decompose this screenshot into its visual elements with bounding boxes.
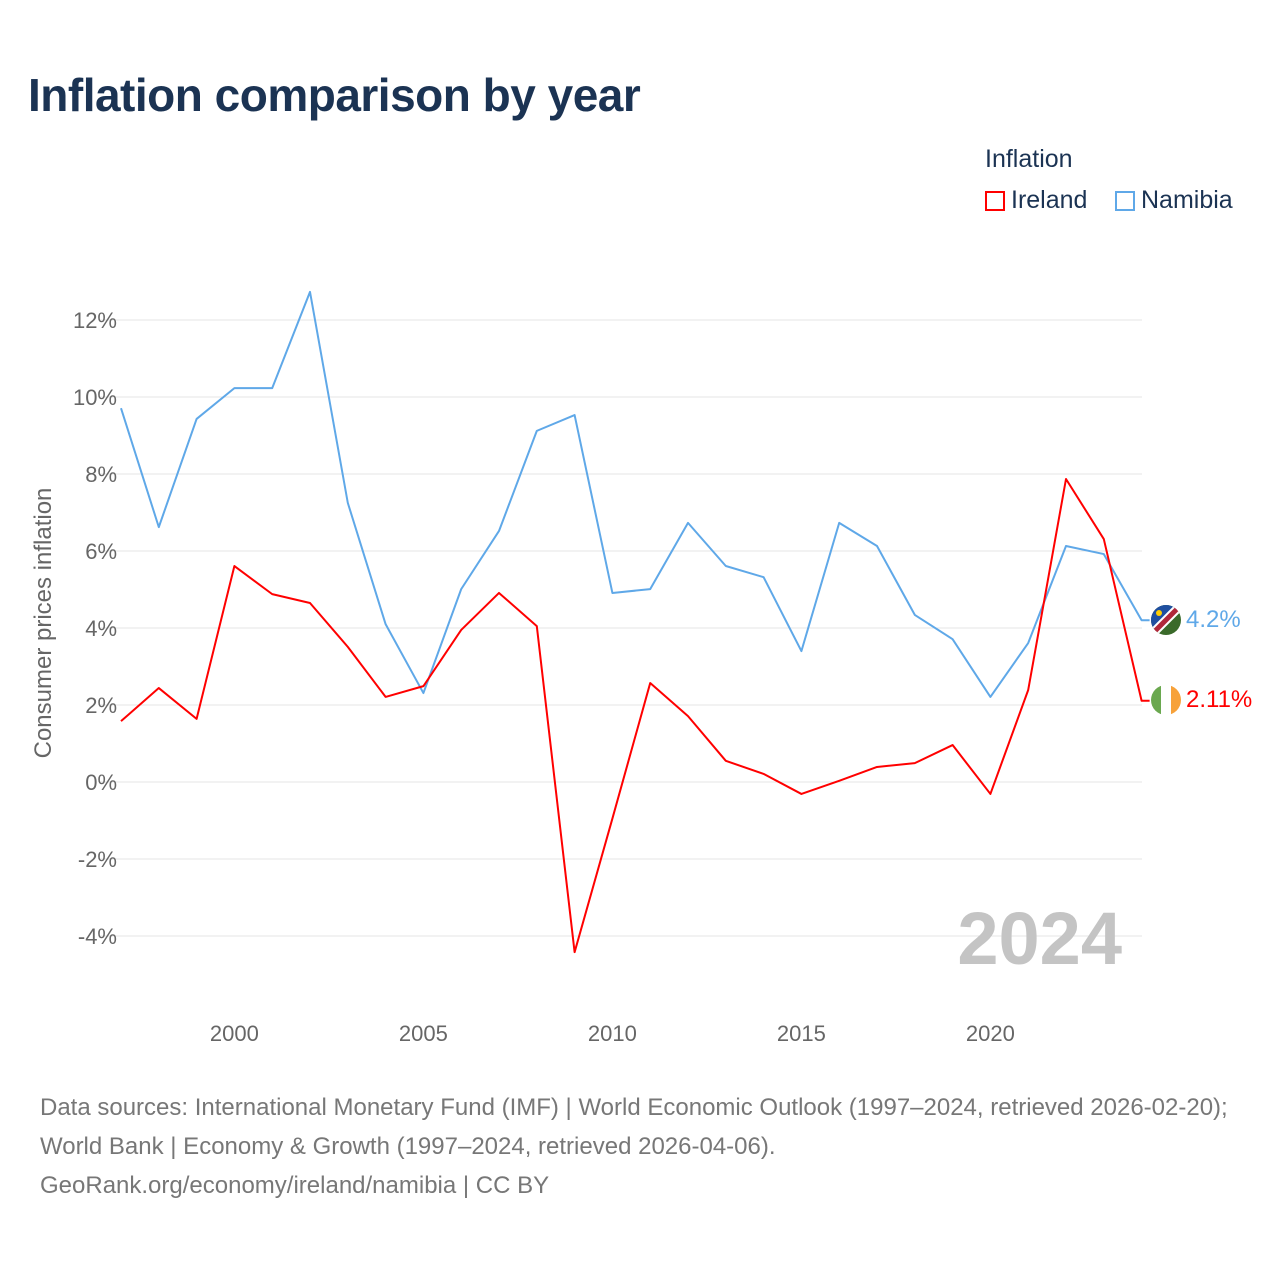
y-tick-label: 8% [85,462,117,487]
legend-swatch-namibia [1115,190,1135,211]
series-line-namibia [120,290,1150,698]
legend-item-namibia[interactable]: Namibia [1115,186,1233,215]
namibia-end-label: 4.2% [1186,606,1241,633]
y-tick-label: 10% [73,385,117,410]
y-tick-label: -2% [78,847,117,872]
site-credit-link[interactable]: GeoRank.org/economy/ireland/namibia | CC… [40,1172,550,1199]
ireland-flag-icon [1151,685,1181,715]
x-tick-label: 2010 [588,1021,637,1046]
legend-swatch-ireland [985,190,1005,211]
namibia-flag-icon [1151,605,1181,635]
y-tick-label: 4% [85,616,117,641]
series-line-ireland [120,478,1150,954]
y-tick-label: 0% [85,770,117,795]
y-tick-label: 2% [85,693,117,718]
sources-note: Data sources: International Monetary Fun… [40,1088,1250,1205]
ireland-end-label: 2.11% [1186,686,1252,713]
x-tick-label: 2000 [210,1021,259,1046]
y-axis-label: Consumer prices inflation [30,488,57,759]
watermark-year: 2024 [957,897,1122,980]
data-sources: Data sources: International Monetary Fun… [40,1094,1228,1160]
x-tick-label: 2005 [399,1021,448,1046]
x-tick-label: 2020 [966,1021,1015,1046]
legend-item-ireland[interactable]: Ireland [985,186,1087,215]
y-tick-label: 12% [73,308,117,333]
legend-title: Inflation [985,145,1073,173]
y-tick-label: 6% [85,539,117,564]
chart-title: Inflation comparison by year [28,69,641,121]
x-tick-label: 2015 [777,1021,826,1046]
legend-label: Ireland [1011,186,1088,214]
legend-label: Namibia [1141,186,1233,214]
y-tick-label: -4% [78,924,117,949]
